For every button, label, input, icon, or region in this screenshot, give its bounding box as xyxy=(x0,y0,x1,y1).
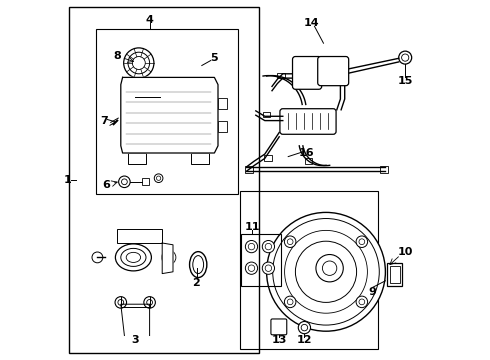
Circle shape xyxy=(146,232,157,243)
Circle shape xyxy=(124,232,135,243)
Bar xyxy=(265,155,272,161)
Bar xyxy=(191,153,209,164)
Text: 2: 2 xyxy=(193,278,200,288)
Polygon shape xyxy=(162,243,173,274)
Bar xyxy=(305,158,312,164)
Text: 4: 4 xyxy=(146,15,153,25)
Bar xyxy=(263,112,270,117)
Bar xyxy=(245,166,253,173)
Text: 5: 5 xyxy=(211,53,218,63)
Ellipse shape xyxy=(116,244,151,271)
Bar xyxy=(117,229,162,243)
Circle shape xyxy=(298,321,311,334)
Polygon shape xyxy=(121,77,218,153)
Circle shape xyxy=(115,297,126,308)
Circle shape xyxy=(316,255,343,282)
FancyBboxPatch shape xyxy=(318,57,349,86)
Bar xyxy=(218,99,227,109)
Bar xyxy=(189,102,211,127)
Bar xyxy=(277,73,285,78)
Bar xyxy=(69,7,259,353)
Text: 14: 14 xyxy=(304,18,319,28)
Bar xyxy=(240,191,378,349)
Text: 10: 10 xyxy=(397,247,413,257)
Circle shape xyxy=(356,296,368,308)
Circle shape xyxy=(119,176,130,188)
Circle shape xyxy=(162,250,176,265)
Circle shape xyxy=(92,252,103,263)
Circle shape xyxy=(262,262,274,274)
Circle shape xyxy=(399,51,412,64)
Bar xyxy=(390,266,400,283)
Text: 8: 8 xyxy=(113,51,121,61)
FancyBboxPatch shape xyxy=(271,319,287,335)
Bar xyxy=(380,166,388,173)
Circle shape xyxy=(245,262,258,274)
Circle shape xyxy=(267,212,386,331)
Circle shape xyxy=(356,236,368,247)
Circle shape xyxy=(123,48,154,78)
Text: 3: 3 xyxy=(131,335,139,345)
Ellipse shape xyxy=(190,252,207,278)
Bar xyxy=(387,263,402,286)
Text: 11: 11 xyxy=(245,222,260,232)
Bar xyxy=(242,234,281,286)
Circle shape xyxy=(154,174,163,183)
Text: 9: 9 xyxy=(369,287,377,297)
Bar xyxy=(96,29,238,194)
Text: 12: 12 xyxy=(296,335,312,345)
Circle shape xyxy=(144,297,155,308)
Bar xyxy=(218,121,227,132)
FancyBboxPatch shape xyxy=(280,109,336,134)
Circle shape xyxy=(129,93,167,130)
Text: 7: 7 xyxy=(101,116,108,126)
Text: 16: 16 xyxy=(298,148,314,158)
Circle shape xyxy=(245,240,258,253)
Text: 1: 1 xyxy=(64,175,72,185)
Circle shape xyxy=(298,65,315,81)
Circle shape xyxy=(327,64,340,77)
Circle shape xyxy=(284,236,296,247)
Bar xyxy=(128,153,146,164)
Text: 13: 13 xyxy=(271,335,287,345)
FancyBboxPatch shape xyxy=(293,57,321,89)
Circle shape xyxy=(262,240,274,253)
Bar xyxy=(143,178,149,185)
Circle shape xyxy=(284,296,296,308)
Text: 6: 6 xyxy=(102,180,110,190)
Text: 15: 15 xyxy=(397,76,413,86)
